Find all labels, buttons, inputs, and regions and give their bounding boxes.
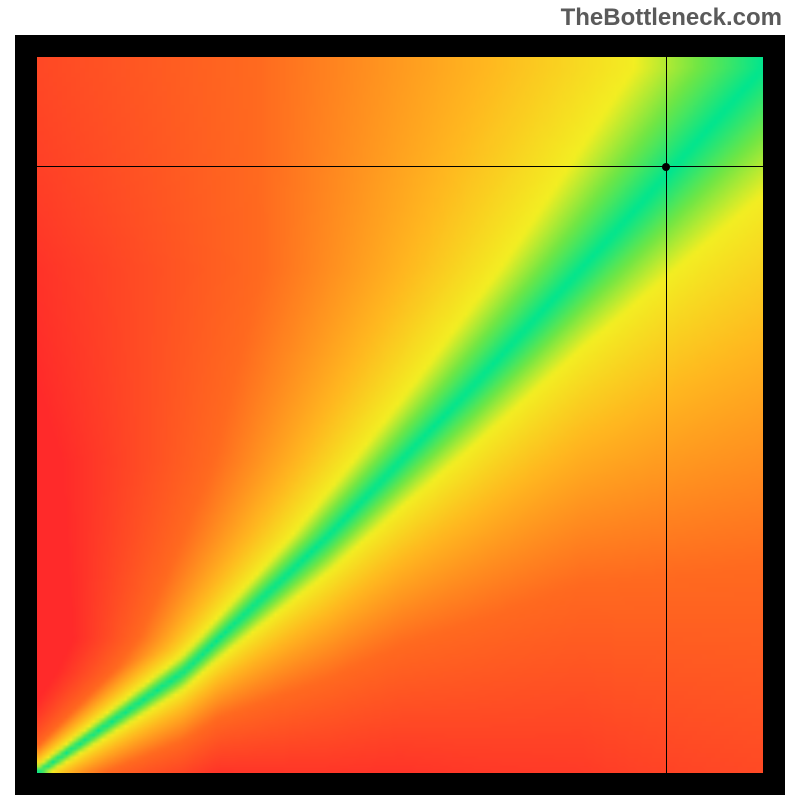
- chart-container: TheBottleneck.com: [0, 0, 800, 800]
- watermark-text: TheBottleneck.com: [561, 4, 782, 32]
- crosshair-horizontal: [37, 166, 763, 167]
- heatmap-canvas: [37, 57, 763, 773]
- crosshair-marker: [662, 163, 670, 171]
